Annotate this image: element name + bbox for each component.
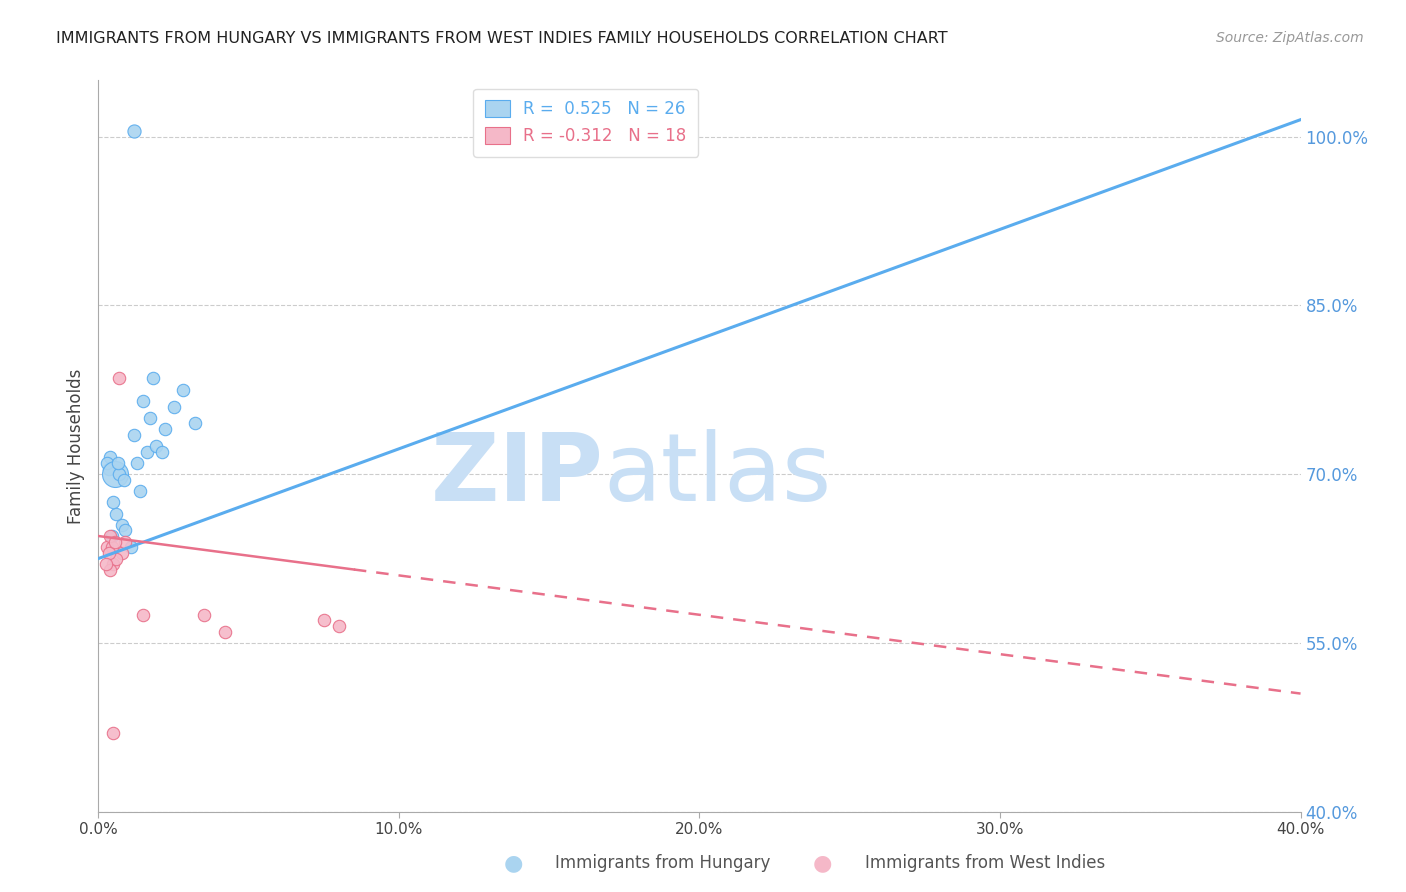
Point — [121, 541, 143, 555]
Point — [94, 557, 117, 571]
Legend: R =  0.525   N = 26, R = -0.312   N = 18: R = 0.525 N = 26, R = -0.312 N = 18 — [474, 88, 699, 157]
Point — [132, 607, 155, 622]
Point — [104, 467, 127, 482]
Point — [101, 541, 124, 555]
Point — [153, 422, 176, 436]
Text: ZIP: ZIP — [430, 429, 603, 521]
Point — [100, 529, 122, 543]
Point — [124, 124, 146, 138]
Point — [107, 456, 129, 470]
Point — [103, 495, 125, 509]
Point — [100, 563, 122, 577]
Point — [100, 450, 122, 465]
Point — [145, 439, 167, 453]
Point — [214, 624, 236, 639]
Point — [104, 534, 127, 549]
Point — [193, 607, 215, 622]
Point — [105, 551, 128, 566]
Point — [150, 444, 173, 458]
Y-axis label: Family Households: Family Households — [66, 368, 84, 524]
Text: IMMIGRANTS FROM HUNGARY VS IMMIGRANTS FROM WEST INDIES FAMILY HOUSEHOLDS CORRELA: IMMIGRANTS FROM HUNGARY VS IMMIGRANTS FR… — [56, 31, 948, 46]
Point — [103, 726, 125, 740]
Point — [97, 546, 120, 560]
Text: atlas: atlas — [603, 429, 831, 521]
Point — [132, 394, 155, 409]
Point — [96, 456, 118, 470]
Point — [108, 371, 131, 385]
Point — [129, 483, 152, 498]
Point — [111, 546, 134, 560]
Point — [328, 619, 350, 633]
Point — [111, 517, 134, 532]
Point — [312, 614, 335, 628]
Text: Immigrants from West Indies: Immigrants from West Indies — [865, 855, 1105, 872]
Point — [138, 410, 160, 425]
Point — [135, 444, 157, 458]
Point — [97, 461, 120, 475]
Text: ●: ● — [503, 854, 523, 873]
Point — [108, 467, 131, 482]
Point — [103, 557, 125, 571]
Point — [127, 456, 149, 470]
Point — [183, 417, 205, 431]
Point — [96, 541, 118, 555]
Point — [114, 534, 136, 549]
Text: Immigrants from Hungary: Immigrants from Hungary — [555, 855, 770, 872]
Point — [114, 524, 136, 538]
Point — [105, 507, 128, 521]
Point — [124, 427, 146, 442]
Point — [112, 473, 135, 487]
Text: ●: ● — [813, 854, 832, 873]
Text: Source: ZipAtlas.com: Source: ZipAtlas.com — [1216, 31, 1364, 45]
Point — [101, 529, 124, 543]
Point — [172, 383, 194, 397]
Point — [141, 371, 163, 385]
Point — [162, 400, 184, 414]
